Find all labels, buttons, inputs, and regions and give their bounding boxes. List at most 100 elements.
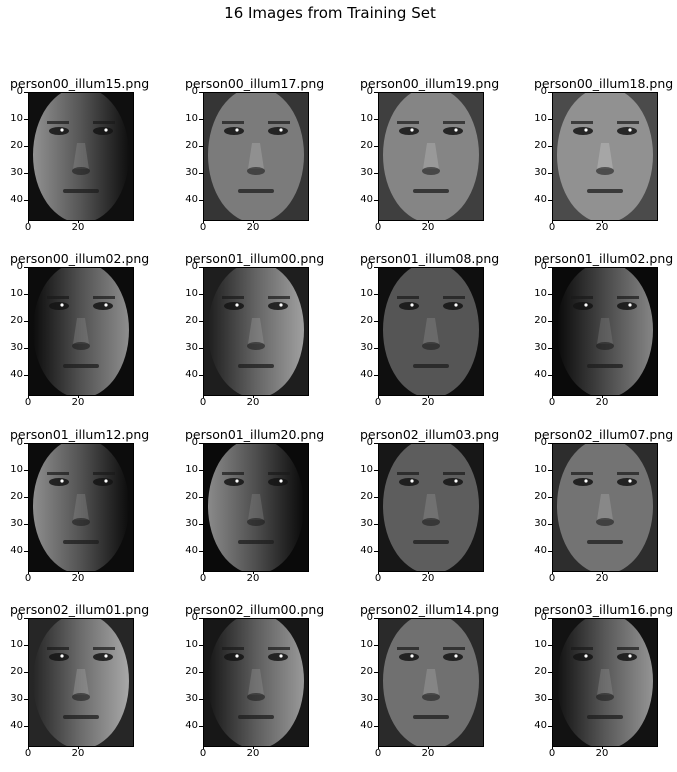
face-panel: person01_illum00.png 0 10 20 30 40 0 20 (185, 251, 345, 421)
y-tick-mark (548, 443, 552, 444)
x-tick-label: 0 (548, 748, 556, 759)
y-tick-label: 40 (10, 369, 23, 380)
y-tick-mark (199, 618, 203, 619)
y-tick-mark (548, 348, 552, 349)
panel-title: person02_illum01.png (10, 602, 150, 617)
x-tick-mark (552, 571, 553, 574)
panel-title: person01_illum00.png (185, 251, 325, 266)
x-tick-mark (28, 746, 29, 749)
y-tick-mark (24, 321, 28, 322)
x-tick-mark (203, 746, 204, 749)
x-tick-label: 0 (199, 748, 207, 759)
y-tick-mark (199, 726, 203, 727)
y-tick-label: 20 (534, 140, 547, 151)
y-tick-label: 0 (540, 261, 547, 272)
y-tick-label: 10 (185, 464, 198, 475)
y-tick-label: 20 (10, 315, 23, 326)
y-tick-label: 40 (360, 194, 373, 205)
x-tick-label: 20 (246, 748, 260, 759)
x-tick-mark (428, 746, 429, 749)
face-panel: person01_illum02.png 0 10 20 30 40 0 20 (534, 251, 677, 421)
x-tick-mark (28, 220, 29, 223)
x-tick-label: 20 (595, 748, 609, 759)
x-tick-label: 0 (199, 222, 207, 233)
y-tick-label: 0 (540, 86, 547, 97)
y-tick-mark (199, 551, 203, 552)
y-tick-mark (374, 119, 378, 120)
face-image (28, 618, 134, 747)
y-tick-label: 20 (185, 315, 198, 326)
x-tick-label: 20 (246, 397, 260, 408)
x-tick-mark (552, 395, 553, 398)
face-image (203, 618, 309, 747)
y-tick-label: 10 (185, 113, 198, 124)
x-tick-label: 0 (199, 397, 207, 408)
y-tick-mark (199, 470, 203, 471)
y-tick-mark (374, 551, 378, 552)
face-image (552, 92, 658, 221)
y-tick-label: 20 (10, 491, 23, 502)
y-tick-mark (548, 645, 552, 646)
x-tick-mark (602, 395, 603, 398)
x-tick-mark (428, 571, 429, 574)
y-tick-label: 0 (540, 437, 547, 448)
y-tick-mark (548, 321, 552, 322)
face-image (378, 267, 484, 396)
y-tick-label: 10 (360, 464, 373, 475)
y-tick-label: 0 (366, 612, 373, 623)
x-tick-mark (602, 571, 603, 574)
x-tick-label: 20 (595, 397, 609, 408)
x-tick-mark (378, 220, 379, 223)
x-tick-label: 0 (24, 222, 32, 233)
y-tick-label: 40 (10, 194, 23, 205)
face-panel: person00_illum18.png 0 10 20 30 40 0 20 (534, 76, 677, 246)
x-tick-label: 20 (71, 397, 85, 408)
face-image (28, 92, 134, 221)
y-tick-label: 10 (10, 113, 23, 124)
y-tick-label: 20 (534, 491, 547, 502)
x-tick-label: 20 (595, 222, 609, 233)
y-tick-mark (24, 524, 28, 525)
y-tick-label: 40 (534, 545, 547, 556)
x-tick-mark (602, 220, 603, 223)
y-tick-mark (548, 497, 552, 498)
y-tick-mark (548, 375, 552, 376)
y-tick-mark (199, 173, 203, 174)
x-tick-label: 0 (374, 222, 382, 233)
y-tick-label: 20 (534, 315, 547, 326)
panel-title: person02_illum03.png (360, 427, 500, 442)
x-tick-mark (552, 220, 553, 223)
y-tick-label: 20 (185, 491, 198, 502)
y-tick-mark (548, 200, 552, 201)
y-tick-mark (374, 699, 378, 700)
y-tick-mark (199, 497, 203, 498)
y-tick-label: 20 (185, 140, 198, 151)
y-tick-mark (548, 672, 552, 673)
y-tick-mark (374, 348, 378, 349)
y-tick-label: 30 (185, 518, 198, 529)
panel-title: person03_illum16.png (534, 602, 674, 617)
y-tick-mark (374, 470, 378, 471)
y-tick-label: 10 (534, 288, 547, 299)
y-tick-label: 30 (185, 167, 198, 178)
y-tick-label: 10 (185, 639, 198, 650)
y-tick-label: 10 (360, 113, 373, 124)
y-tick-mark (24, 146, 28, 147)
y-tick-label: 10 (10, 288, 23, 299)
x-tick-mark (78, 395, 79, 398)
y-tick-label: 10 (534, 464, 547, 475)
y-tick-label: 40 (10, 720, 23, 731)
y-tick-label: 0 (366, 86, 373, 97)
y-tick-mark (199, 200, 203, 201)
panel-title: person00_illum02.png (10, 251, 150, 266)
panel-title: person02_illum00.png (185, 602, 325, 617)
panel-title: person01_illum02.png (534, 251, 674, 266)
y-tick-label: 0 (191, 437, 198, 448)
y-tick-mark (374, 375, 378, 376)
y-tick-mark (24, 119, 28, 120)
face-image (552, 267, 658, 396)
y-tick-label: 40 (185, 194, 198, 205)
x-tick-label: 20 (246, 573, 260, 584)
y-tick-label: 0 (16, 86, 23, 97)
y-tick-label: 40 (360, 720, 373, 731)
